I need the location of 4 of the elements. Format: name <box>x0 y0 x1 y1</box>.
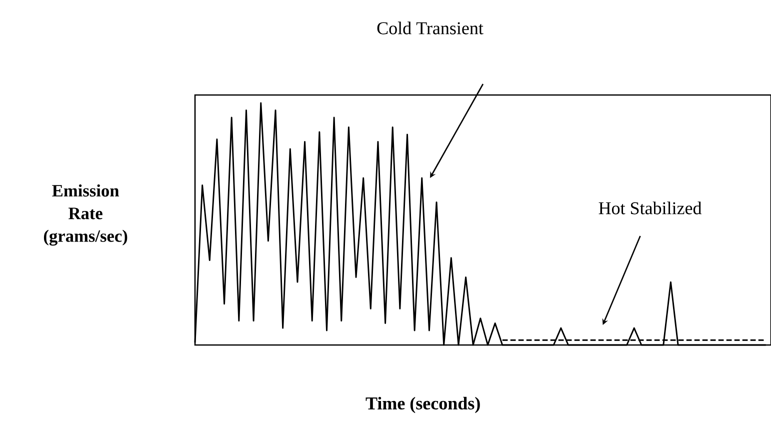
text: Cold Transient <box>377 22 484 34</box>
x-axis-title: Time (seconds) <box>366 396 480 414</box>
annotation: Hot Stabilized <box>598 202 702 214</box>
y-axis-title: Emission Rate (grams/sec) <box>44 184 128 246</box>
